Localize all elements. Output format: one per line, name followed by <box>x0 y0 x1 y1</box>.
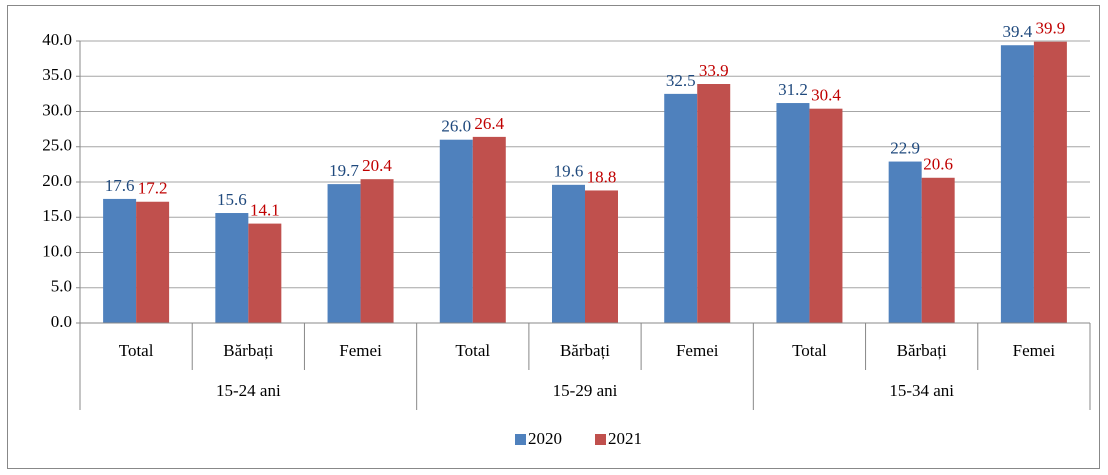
group-label: 15-24 ani <box>216 381 281 400</box>
y-tick-label: 35.0 <box>42 65 72 84</box>
bar <box>1000 45 1034 323</box>
value-label: 19.6 <box>554 162 584 181</box>
y-tick-label: 40.0 <box>42 30 72 49</box>
value-label: 30.4 <box>811 86 841 105</box>
value-label: 19.7 <box>329 161 359 180</box>
y-tick-label: 30.0 <box>42 100 72 119</box>
legend-label: 2020 <box>528 429 562 448</box>
x-tick-label: Femei <box>1013 341 1056 360</box>
x-tick-label: Bărbați <box>560 341 610 360</box>
group-label: 15-34 ani <box>889 381 954 400</box>
value-label: 17.6 <box>105 176 135 195</box>
legend-label: 2021 <box>608 429 642 448</box>
value-label: 17.2 <box>138 179 168 198</box>
y-tick-label: 5.0 <box>51 277 72 296</box>
value-label: 31.2 <box>778 80 808 99</box>
y-tick-label: 10.0 <box>42 241 72 260</box>
bar <box>664 93 698 323</box>
bar <box>1033 41 1067 323</box>
x-tick-label: Femei <box>339 341 382 360</box>
bar <box>439 139 473 323</box>
value-label: 22.9 <box>890 138 920 157</box>
legend-swatch <box>595 434 606 445</box>
value-label: 20.4 <box>362 156 392 175</box>
value-label: 20.6 <box>923 155 953 174</box>
x-tick-label: Total <box>119 341 154 360</box>
bar <box>327 184 361 323</box>
x-tick-label: Total <box>455 341 490 360</box>
bar <box>103 198 137 323</box>
x-tick-label: Bărbați <box>223 341 273 360</box>
y-tick-label: 20.0 <box>42 171 72 190</box>
group-label: 15-29 ani <box>553 381 618 400</box>
bar <box>136 201 170 323</box>
y-tick-label: 25.0 <box>42 136 72 155</box>
value-label: 32.5 <box>666 71 696 90</box>
value-label: 26.0 <box>441 117 471 136</box>
bar <box>215 213 249 323</box>
y-tick-label: 15.0 <box>42 206 72 225</box>
value-label: 33.9 <box>699 61 729 80</box>
bar <box>472 136 506 323</box>
bar <box>248 223 282 323</box>
bar <box>697 84 731 323</box>
value-label: 39.9 <box>1036 19 1066 38</box>
value-label: 15.6 <box>217 190 247 209</box>
value-label: 14.1 <box>250 201 280 220</box>
value-label: 18.8 <box>587 167 617 186</box>
legend-swatch <box>515 434 526 445</box>
x-tick-label: Femei <box>676 341 719 360</box>
value-label: 39.4 <box>1003 22 1033 41</box>
x-tick-label: Bărbați <box>897 341 947 360</box>
bar <box>360 179 394 323</box>
value-label: 26.4 <box>474 114 504 133</box>
bar <box>888 161 922 323</box>
bar <box>585 190 618 323</box>
y-tick-label: 0.0 <box>51 312 72 331</box>
bar <box>809 108 843 324</box>
bar <box>776 103 810 323</box>
x-tick-label: Total <box>792 341 827 360</box>
bar <box>552 184 585 323</box>
bar <box>921 177 955 323</box>
